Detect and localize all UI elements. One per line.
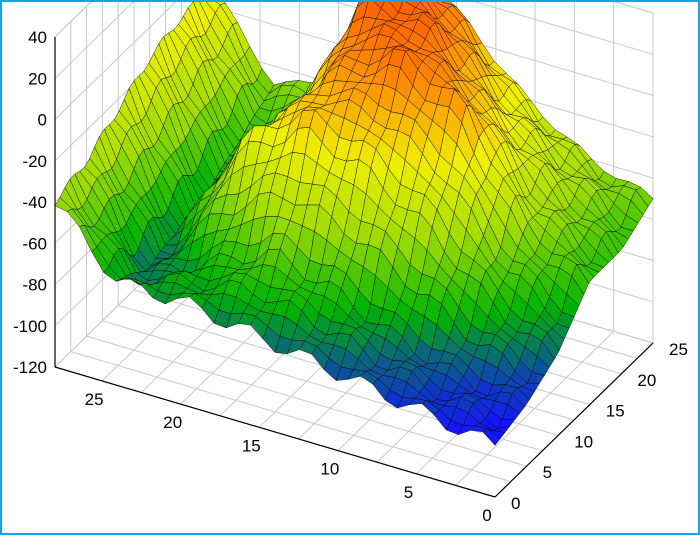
x-tick-label: 0 [482, 506, 491, 525]
y-tick-label: 20 [637, 371, 656, 390]
z-tick-label: -20 [22, 152, 47, 171]
z-tick-label: -80 [22, 276, 47, 295]
surface-cell [482, 428, 501, 446]
z-tick-label: -60 [22, 234, 47, 253]
z-tick-label: 0 [38, 111, 47, 130]
x-tick-label: 15 [242, 436, 261, 455]
x-axis-line [54, 366, 496, 498]
y-gridline [70, 21, 511, 483]
y-tick-label: 5 [543, 463, 552, 482]
x-tick-label: 10 [320, 460, 339, 479]
y-axis-line [494, 342, 654, 498]
z-tick-label: 20 [28, 69, 47, 88]
surface-mesh [54, 2, 654, 446]
z-gridline [54, 2, 654, 120]
y-tick-label: 15 [606, 402, 625, 421]
y-gridline [101, 2, 543, 452]
y-gridline [86, 6, 527, 467]
x-tick-label: 20 [163, 413, 182, 432]
y-tick-label: 10 [574, 432, 593, 451]
y-tick-label: 0 [511, 494, 520, 513]
x-tick-label: 5 [404, 483, 413, 502]
z-gridline [54, 2, 654, 79]
tick-labels: 40 20 0 -20 -40 -60 -80 -100 -120 25 20 15 10 5 0 0 5 10 1… [13, 28, 688, 525]
z-tick-label: -100 [13, 317, 47, 336]
z-tick-label: 40 [28, 28, 47, 47]
y-tick-label: 25 [669, 340, 688, 359]
x-tick-label: 25 [85, 390, 104, 409]
z-tick-label: -40 [22, 193, 47, 212]
z-tick-label: -120 [13, 358, 47, 377]
